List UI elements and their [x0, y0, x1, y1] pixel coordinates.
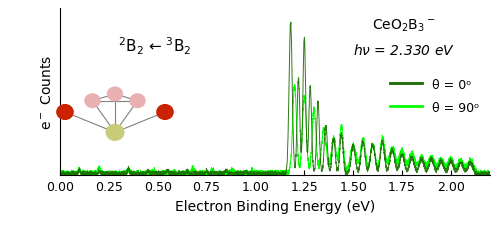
Text: $h\nu$ = 2.330 eV: $h\nu$ = 2.330 eV: [353, 43, 455, 58]
Ellipse shape: [130, 94, 145, 108]
Ellipse shape: [157, 105, 173, 120]
Y-axis label: e$^-$ Counts: e$^-$ Counts: [40, 55, 54, 130]
X-axis label: Electron Binding Energy (eV): Electron Binding Energy (eV): [175, 199, 375, 213]
Legend: θ = 0ᵒ, θ = 90ᵒ: θ = 0ᵒ, θ = 90ᵒ: [385, 74, 484, 119]
Text: CeO$_2$B$_3$$^-$: CeO$_2$B$_3$$^-$: [372, 18, 436, 34]
Ellipse shape: [108, 88, 122, 101]
Ellipse shape: [57, 105, 73, 120]
Ellipse shape: [85, 94, 100, 108]
Text: $^2$B$_2$ ← $^3$B$_2$: $^2$B$_2$ ← $^3$B$_2$: [118, 35, 192, 56]
Ellipse shape: [106, 125, 124, 141]
